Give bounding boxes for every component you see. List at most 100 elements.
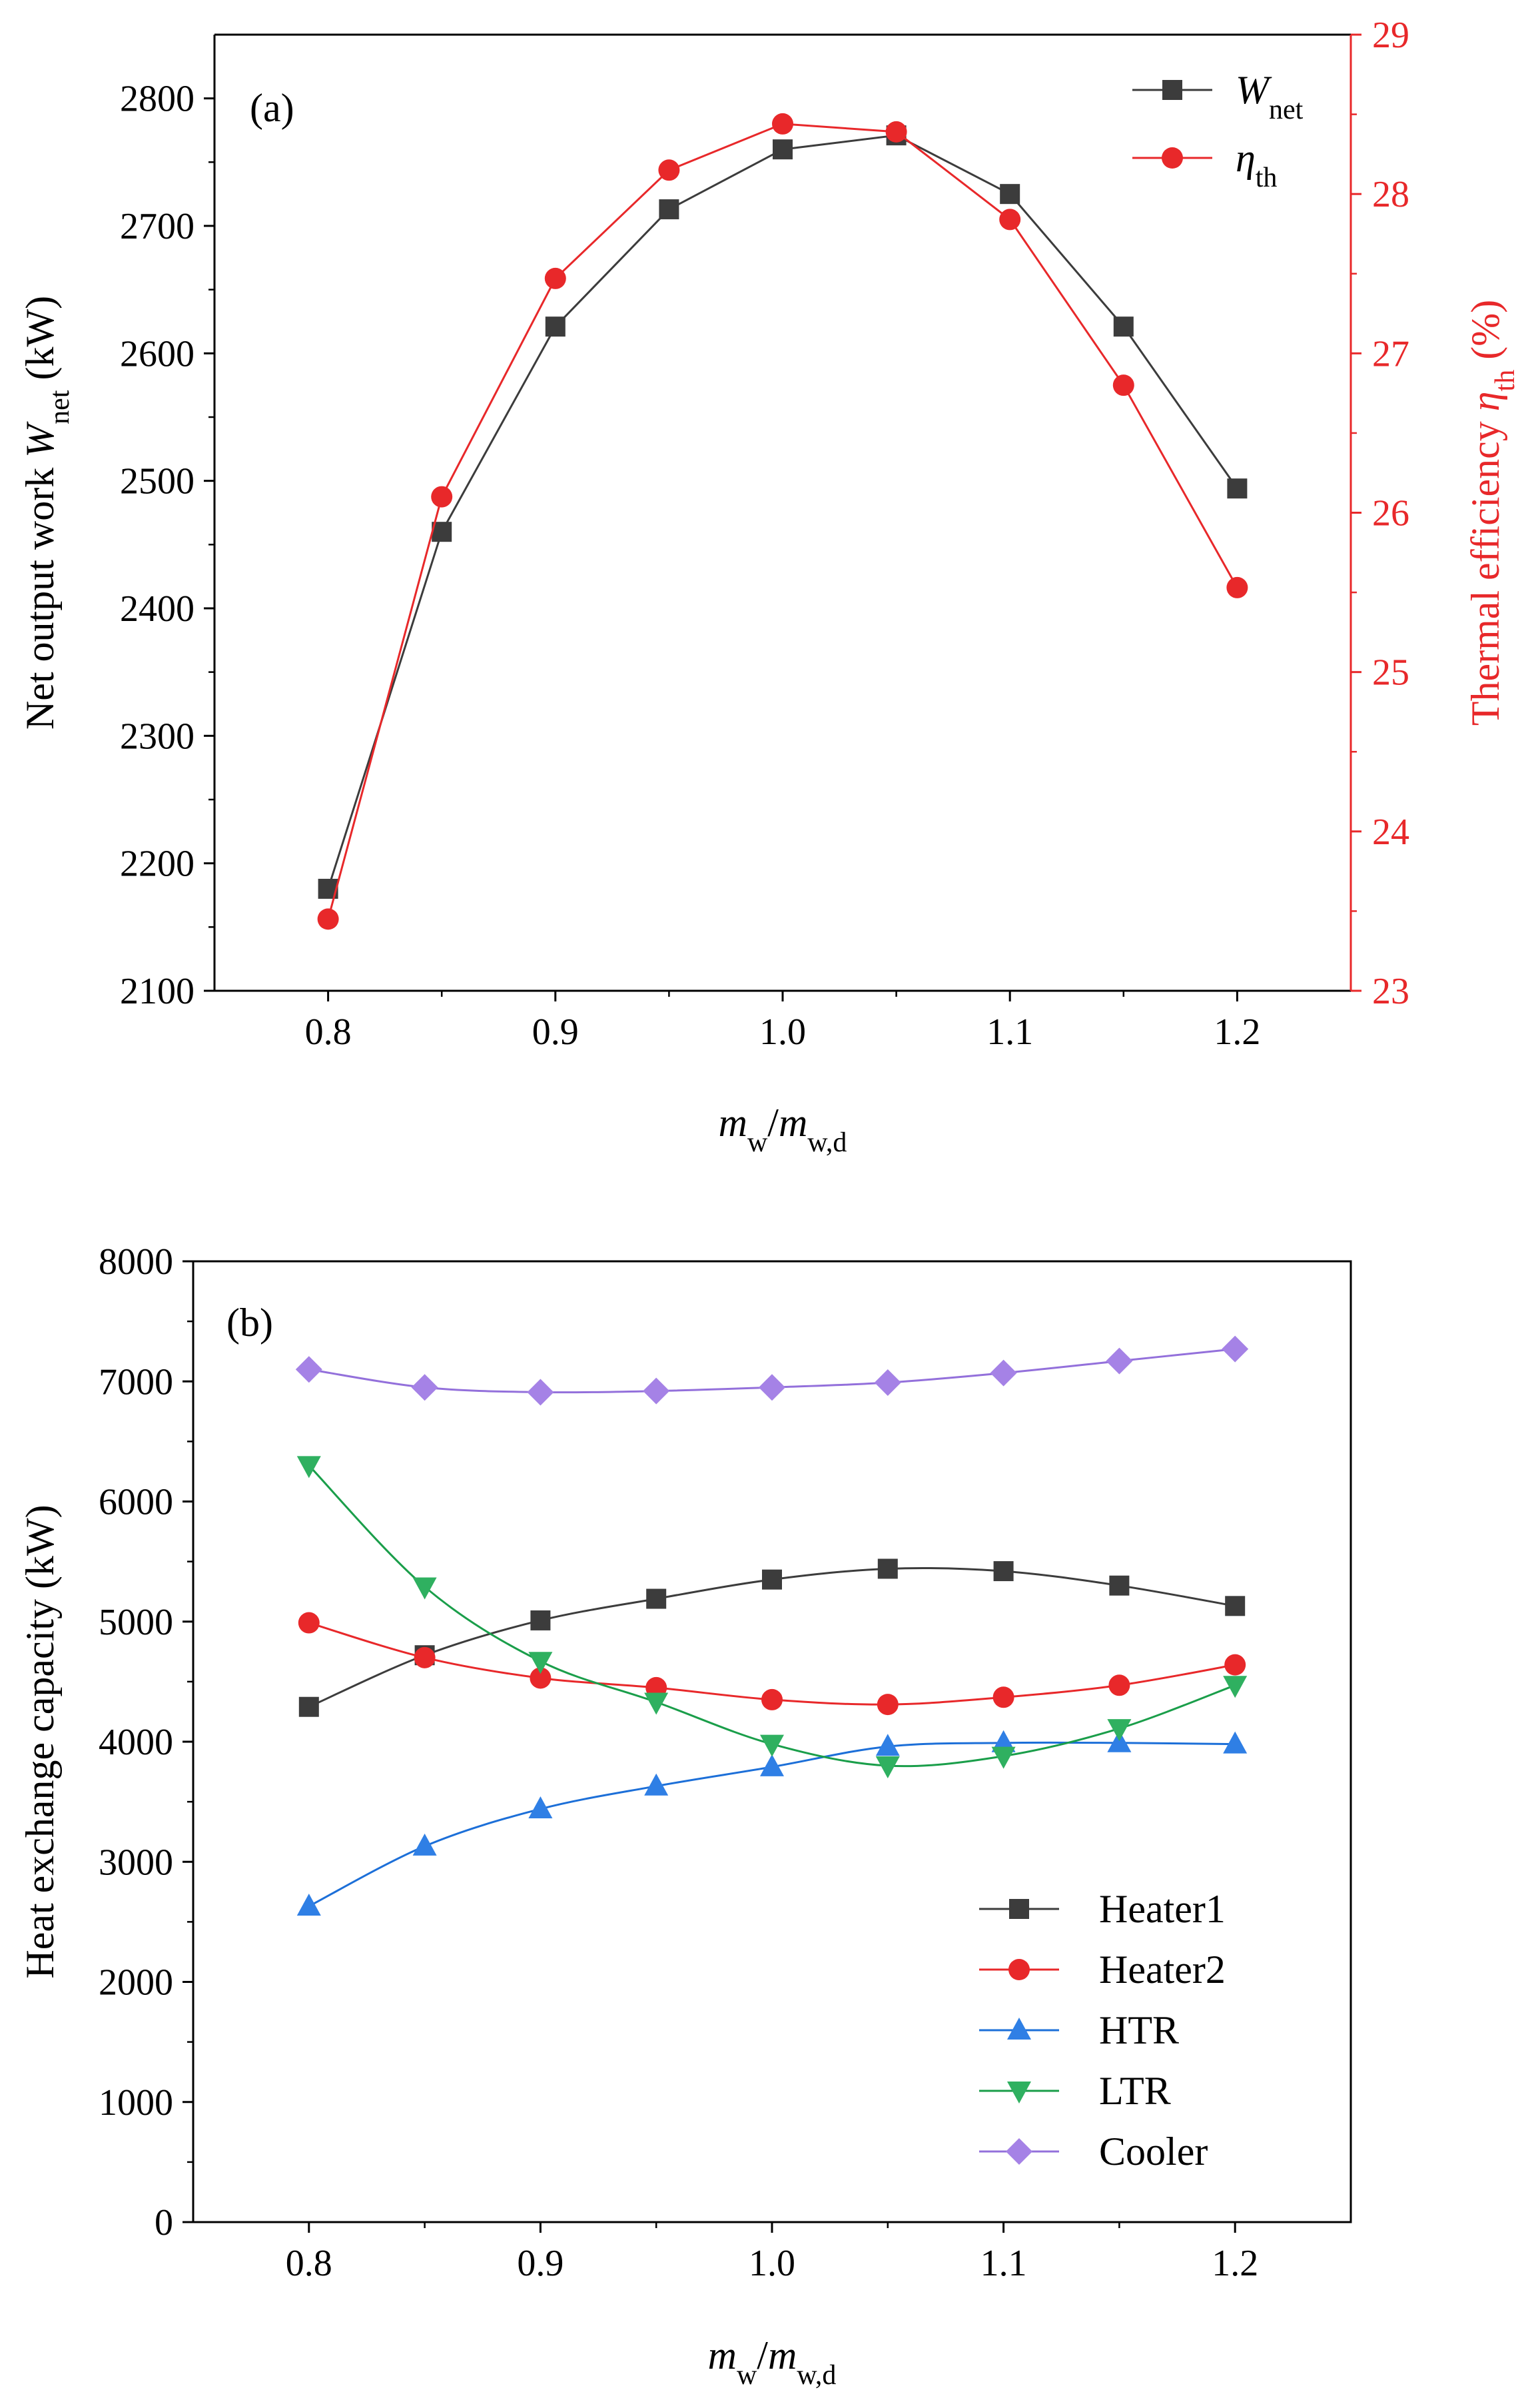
legend-marker-1 <box>1008 1959 1030 1980</box>
data-point-1 <box>658 159 680 181</box>
y-right-tick-label: 23 <box>1372 971 1409 1012</box>
x-axis-title: mw/mw,d <box>708 2333 837 2391</box>
data-point-0 <box>1225 1596 1246 1616</box>
y-right-tick-label: 25 <box>1372 652 1409 694</box>
data-point-2 <box>644 1773 669 1796</box>
data-point-0 <box>545 316 566 337</box>
data-point-1 <box>1112 374 1134 396</box>
data-point-0 <box>993 1561 1014 1582</box>
y-tick-label: 3000 <box>99 1842 173 1883</box>
data-point-2 <box>1107 1730 1132 1752</box>
data-point-1 <box>772 113 793 135</box>
y-tick-label: 2000 <box>99 1962 173 2004</box>
data-point-4 <box>990 1359 1017 1387</box>
data-point-1 <box>530 1667 552 1689</box>
data-point-2 <box>760 1754 784 1776</box>
y-tick-label: 8000 <box>99 1241 173 1283</box>
data-point-4 <box>874 1369 901 1397</box>
y-left-tick-label: 2200 <box>120 844 194 885</box>
y-right-tick-label: 24 <box>1372 812 1409 853</box>
data-point-2 <box>528 1796 553 1818</box>
y-tick-label: 5000 <box>99 1602 173 1643</box>
x-tick-label: 1.0 <box>749 2243 795 2284</box>
data-point-4 <box>1222 1335 1249 1363</box>
y-left-tick-label: 2300 <box>120 716 194 757</box>
data-point-3 <box>644 1692 669 1715</box>
data-point-1 <box>992 1686 1014 1708</box>
data-point-2 <box>412 1833 437 1856</box>
legend-marker-0 <box>1009 1899 1029 1919</box>
y-left-tick-label: 2100 <box>120 971 194 1012</box>
legend-marker-3 <box>1007 2082 1031 2104</box>
y-left-tick-label: 2400 <box>120 588 194 630</box>
data-point-3 <box>296 1456 321 1479</box>
y-tick-label: 6000 <box>99 1482 173 1523</box>
data-point-4 <box>643 1377 670 1405</box>
data-point-2 <box>296 1893 321 1916</box>
panel-label-b: (b) <box>226 1301 273 1345</box>
y-tick-label: 7000 <box>99 1361 173 1403</box>
series-line-3 <box>308 1465 1236 1768</box>
legend-label-1: Heater2 <box>1099 1948 1226 1992</box>
data-point-3 <box>528 1652 553 1674</box>
data-point-0 <box>646 1588 667 1609</box>
y-left-tick-label: 2800 <box>120 79 194 120</box>
data-point-3 <box>412 1577 437 1600</box>
data-point-4 <box>527 1379 554 1406</box>
y-right-tick-label: 29 <box>1372 15 1409 56</box>
legend-label-4: Cooler <box>1099 2129 1208 2173</box>
data-point-1 <box>761 1688 783 1710</box>
panel-a-net-work-efficiency: 0.8 0.9 1.0 1.1 1.2 2100 2200 2300 2400 2500 2600 2… <box>18 15 1521 1158</box>
legend-label-2: HTR <box>1099 2008 1179 2052</box>
data-point-0 <box>1113 316 1134 337</box>
data-point-1 <box>298 1612 320 1634</box>
legend-label-0: Wnet <box>1236 68 1304 125</box>
data-point-0 <box>659 199 679 220</box>
data-point-0 <box>1109 1575 1130 1596</box>
y-axis-title: Heat exchange capacity (kW) <box>18 1505 62 1978</box>
data-point-1 <box>999 209 1021 231</box>
panel-label-a: (a) <box>250 86 294 130</box>
x-axis-title: mw/mw,d <box>719 1101 847 1158</box>
y-left-axis-title: Net output work Wnet (kW) <box>18 296 75 730</box>
panel-b-heat-exchange: 0.8 0.9 1.0 1.1 1.2 0 1000 2000 3000 4000 5000 6000… <box>18 1241 1352 2391</box>
data-point-2 <box>1223 1731 1248 1754</box>
x-tick-label: 1.2 <box>1214 1011 1260 1053</box>
x-tick-label: 1.1 <box>980 2243 1027 2284</box>
data-point-1 <box>1224 1654 1246 1676</box>
x-tick-label: 0.9 <box>532 1011 579 1053</box>
y-left-tick-label: 2600 <box>120 333 194 374</box>
data-point-1 <box>885 121 907 143</box>
y-right-tick-label: 26 <box>1372 493 1409 534</box>
y-right-tick-label: 28 <box>1372 174 1409 215</box>
x-tick-label: 0.8 <box>305 1011 352 1053</box>
x-tick-label: 0.8 <box>286 2243 332 2284</box>
data-point-1 <box>1226 576 1248 598</box>
data-point-1 <box>317 908 339 930</box>
data-point-3 <box>1107 1719 1132 1742</box>
x-tick-label: 1.0 <box>759 1011 806 1053</box>
data-point-2 <box>991 1730 1016 1752</box>
series-line-1 <box>327 123 1238 919</box>
data-point-0 <box>1000 184 1020 205</box>
data-point-0 <box>298 1696 319 1717</box>
x-tick-label: 1.1 <box>986 1011 1033 1053</box>
y-right-tick-label: 27 <box>1372 333 1409 374</box>
data-point-0 <box>530 1610 551 1630</box>
data-point-4 <box>411 1374 438 1401</box>
y-left-tick-label: 2700 <box>120 206 194 247</box>
x-tick-label: 0.9 <box>517 2243 564 2284</box>
data-point-1 <box>544 267 566 289</box>
y-tick-label: 4000 <box>99 1722 173 1763</box>
x-tick-label: 1.2 <box>1212 2243 1258 2284</box>
legend-marker-1 <box>1162 147 1183 169</box>
data-point-2 <box>875 1734 900 1756</box>
data-point-1 <box>431 486 453 508</box>
data-point-3 <box>875 1756 900 1779</box>
y-right-axis-title: Thermal efficiency ηth (%) <box>1463 300 1521 726</box>
data-point-3 <box>991 1746 1016 1769</box>
data-point-0 <box>773 139 793 160</box>
data-point-0 <box>1227 478 1248 499</box>
legend-label-3: LTR <box>1099 2069 1171 2113</box>
